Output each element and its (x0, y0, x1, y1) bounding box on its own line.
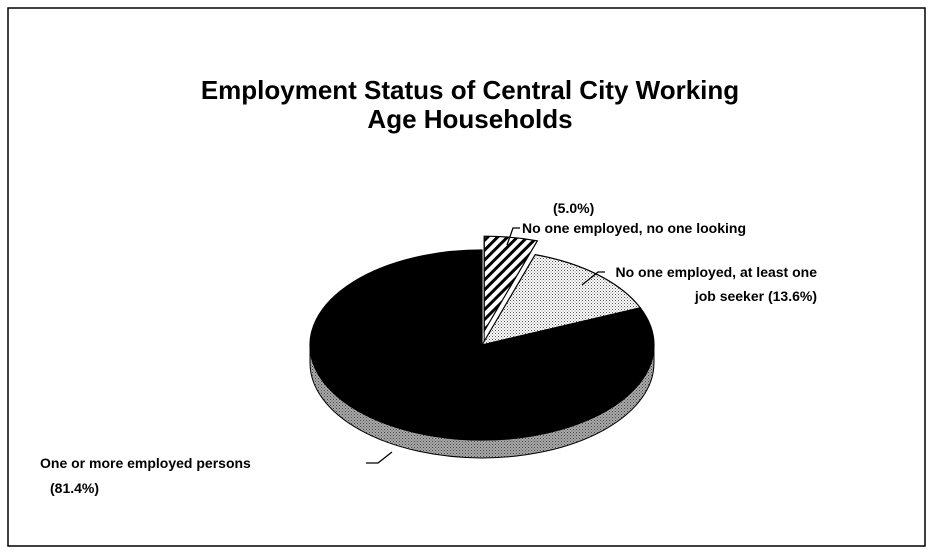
slice (480, 253, 642, 346)
leader-line (581, 271, 605, 286)
chart-title: Employment Status of Central City Workin… (200, 75, 740, 134)
leaders (366, 227, 605, 464)
value-label: (13.6%) (767, 288, 817, 304)
value-label: (5.0%) (553, 200, 595, 216)
leader-line (506, 227, 520, 246)
frame (7, 7, 926, 547)
value-label: (81.4%) (50, 480, 100, 496)
slice (309, 249, 655, 441)
leader-line (366, 451, 393, 464)
slice (483, 235, 539, 334)
category-label: No one employed, at least one job seeker (615, 264, 818, 304)
pie (309, 235, 655, 459)
category-label: One or more employed persons (40, 455, 251, 471)
slice-label: No one employed, at least one job seeker… (607, 260, 818, 308)
category-label: No one employed, no one looking (522, 220, 747, 236)
